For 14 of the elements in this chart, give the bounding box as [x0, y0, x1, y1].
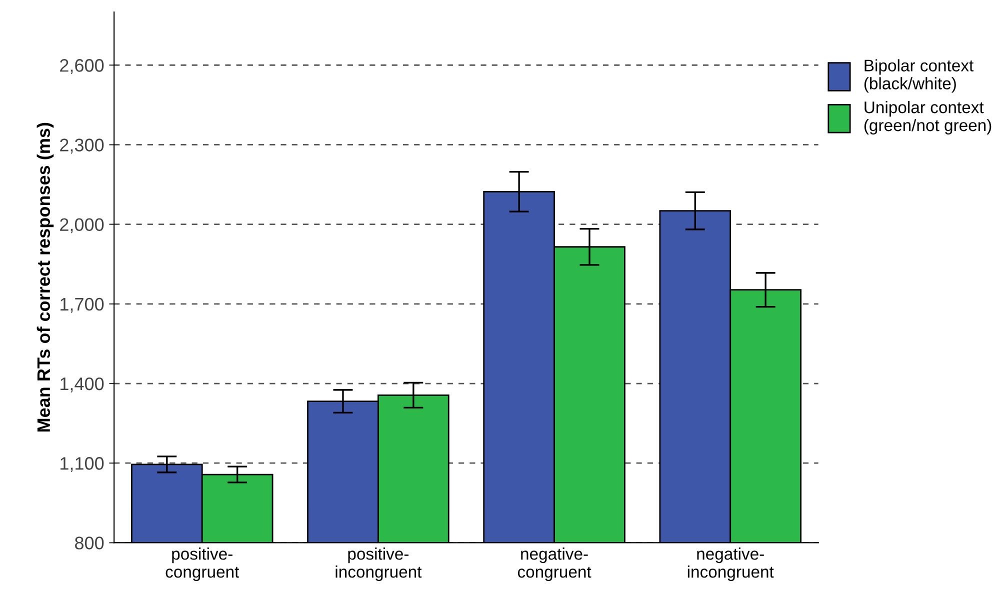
x-tick-label: positive- congruent [166, 548, 240, 582]
x-tick-label: negative- congruent [518, 548, 592, 582]
x-tick-label: negative- incongruent [688, 548, 774, 582]
y-tick-label: 1,700 [60, 298, 104, 313]
y-tick-label: 2,600 [60, 59, 104, 74]
x-tick-label: positive- incongruent [336, 548, 422, 582]
legend-label: Unipolar context (green/not green) [864, 101, 992, 135]
y-tick-label: 800 [75, 536, 104, 550]
y-tick-label: 1,400 [60, 377, 104, 392]
y-axis-title: Mean RTs of correct responses (ms) [36, 122, 54, 432]
y-tick-label: 2,000 [60, 218, 104, 234]
y-tick-label: 1,100 [60, 457, 104, 472]
y-tick-label: 2,300 [60, 138, 104, 154]
legend-label: Bipolar context (black/white) [864, 59, 974, 93]
